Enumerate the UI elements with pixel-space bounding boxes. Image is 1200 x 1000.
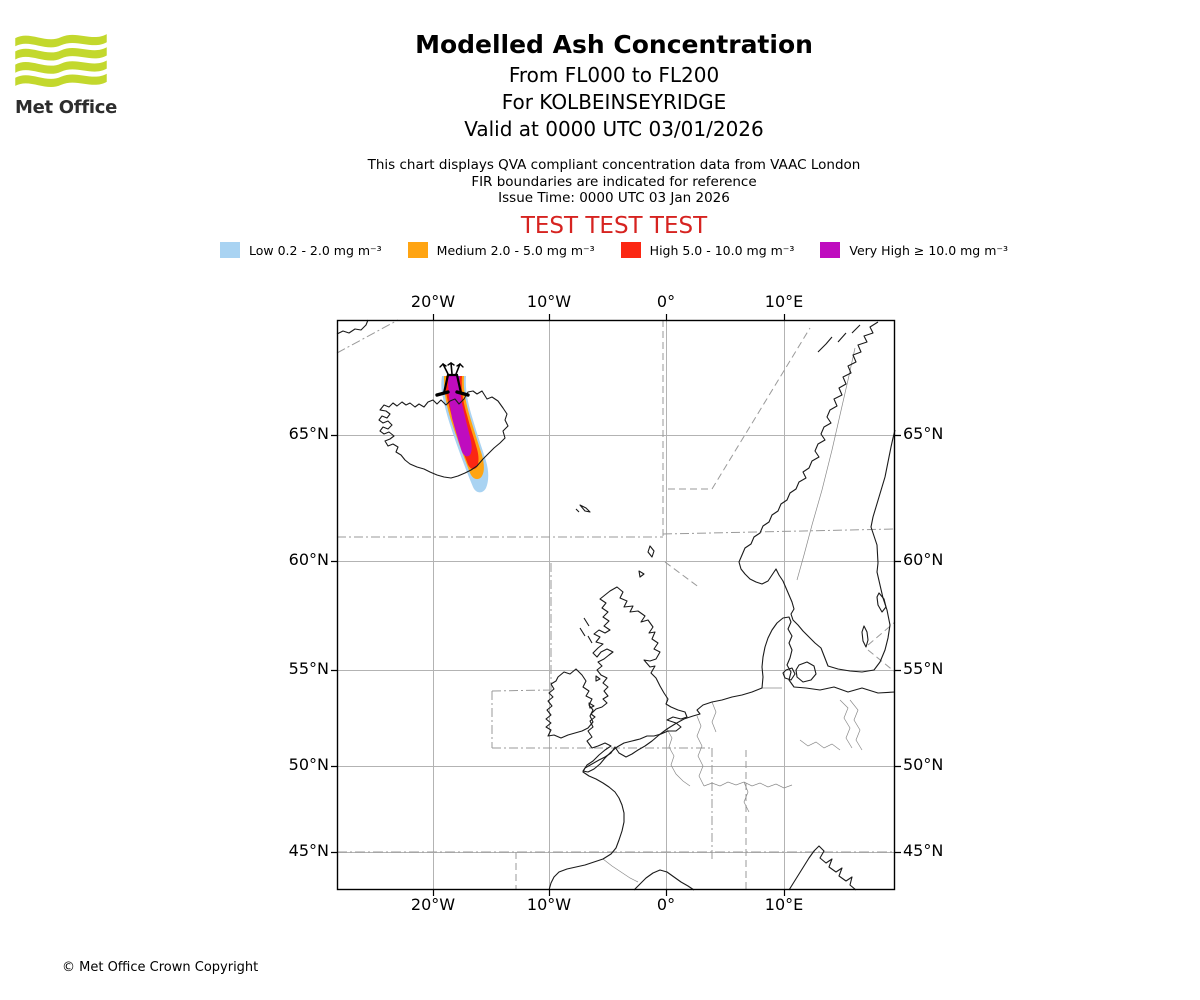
low-label: Low 0.2 - 2.0 mg m⁻³ bbox=[249, 242, 382, 258]
zealand-coast bbox=[795, 661, 817, 683]
gotland-coast bbox=[876, 592, 887, 613]
funen-coast bbox=[782, 667, 796, 681]
ytick-right-55n: 55°N bbox=[903, 659, 944, 678]
isle-of-man-coast bbox=[595, 675, 601, 682]
plume-band-very-high bbox=[448, 376, 472, 457]
ytick-right-50n: 50°N bbox=[903, 755, 944, 774]
concentration-legend: Low 0.2 - 2.0 mg m⁻³ Medium 2.0 - 5.0 mg… bbox=[28, 242, 1200, 258]
fir-boundaries bbox=[336, 319, 896, 890]
xtick-bottom-10w: 10°W bbox=[526, 895, 572, 914]
orkney-coast bbox=[638, 570, 645, 578]
map-canvas bbox=[331, 314, 901, 896]
legend-item-medium: Medium 2.0 - 5.0 mg m⁻³ bbox=[407, 242, 595, 258]
subtitle-valid-time: Valid at 0000 UTC 03/01/2026 bbox=[464, 117, 764, 141]
medium-swatch bbox=[407, 242, 428, 258]
ytick-left-50n: 50°N bbox=[288, 755, 329, 774]
coastlines bbox=[336, 319, 896, 891]
info-line-qva: This chart displays QVA compliant concen… bbox=[367, 157, 861, 173]
info-line-issue-time: Issue Time: 0000 UTC 03 Jan 2026 bbox=[498, 190, 730, 206]
hebrides-coast bbox=[579, 617, 593, 644]
low-swatch bbox=[220, 242, 240, 258]
ytick-right-60n: 60°N bbox=[903, 550, 944, 569]
xtick-bottom-10e: 10°E bbox=[764, 895, 804, 914]
legend-item-high: High 5.0 - 10.0 mg m⁻³ bbox=[620, 242, 795, 258]
mediterranean-coast bbox=[633, 869, 695, 891]
xtick-top-10w: 10°W bbox=[526, 292, 572, 311]
map-background bbox=[337, 320, 895, 890]
legend-item-low: Low 0.2 - 2.0 mg m⁻³ bbox=[220, 242, 382, 258]
met-office-logo-text: Met Office bbox=[15, 97, 118, 118]
ytick-left-60n: 60°N bbox=[288, 550, 329, 569]
volcano-icon bbox=[435, 362, 470, 397]
xtick-bottom-20w: 20°W bbox=[410, 895, 456, 914]
legend-item-very-high: Very High ≥ 10.0 mg m⁻³ bbox=[820, 242, 1008, 258]
lofoten-islands-coast bbox=[817, 324, 861, 353]
faroe-islands-coast bbox=[575, 504, 591, 513]
norway-sweden-coast bbox=[738, 321, 896, 673]
info-line-fir: FIR boundaries are indicated for referen… bbox=[471, 173, 757, 190]
page-title: Modelled Ash Concentration bbox=[415, 30, 813, 59]
very-high-label: Very High ≥ 10.0 mg m⁻³ bbox=[849, 242, 1008, 258]
greenland-coast bbox=[336, 319, 369, 335]
copyright-notice: © Met Office Crown Copyright bbox=[62, 960, 259, 975]
met-office-logo: Met Office bbox=[15, 28, 125, 118]
xtick-top-10e: 10°E bbox=[764, 292, 804, 311]
subtitle-flight-levels: From FL000 to FL200 bbox=[508, 63, 720, 87]
europe-mainland-coast bbox=[548, 616, 896, 891]
xtick-top-20w: 20°W bbox=[410, 292, 456, 311]
oland-coast bbox=[861, 625, 869, 648]
ytick-left-65n: 65°N bbox=[288, 424, 329, 443]
subtitle-volcano: For KOLBEINSEYRIDGE bbox=[501, 90, 727, 114]
ytick-right-45n: 45°N bbox=[903, 841, 944, 860]
country-borders bbox=[602, 347, 863, 883]
high-label: High 5.0 - 10.0 mg m⁻³ bbox=[649, 242, 795, 258]
test-banner: TEST TEST TEST bbox=[520, 213, 708, 239]
met-office-logo-waves-icon bbox=[15, 34, 107, 87]
title-block: From FL000 to FL200 For KOLBEINSEYRIDGE … bbox=[28, 62, 1200, 143]
ytick-left-55n: 55°N bbox=[288, 659, 329, 678]
ireland-coast bbox=[545, 668, 594, 739]
xtick-bottom-0: 0° bbox=[656, 895, 676, 914]
very-high-swatch bbox=[820, 242, 841, 258]
shetland-coast bbox=[647, 545, 655, 558]
adriatic-coast bbox=[788, 845, 857, 891]
ytick-right-65n: 65°N bbox=[903, 424, 944, 443]
map-frame bbox=[331, 314, 901, 896]
info-block: This chart displays QVA compliant concen… bbox=[28, 157, 1200, 207]
ytick-left-45n: 45°N bbox=[288, 841, 329, 860]
medium-label: Medium 2.0 - 5.0 mg m⁻³ bbox=[436, 242, 595, 258]
iceland-coast bbox=[378, 390, 509, 479]
high-swatch bbox=[620, 242, 641, 258]
xtick-top-0: 0° bbox=[656, 292, 676, 311]
